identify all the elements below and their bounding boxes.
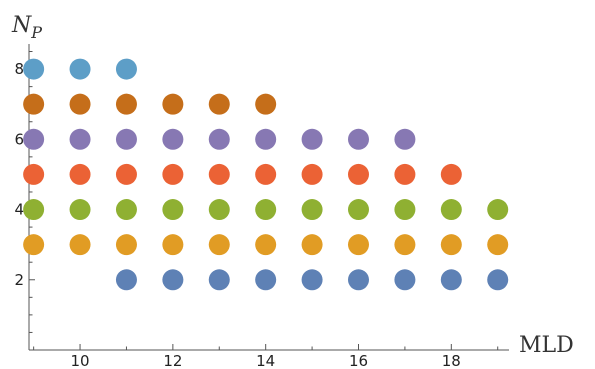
data-point <box>394 163 416 185</box>
data-point <box>162 163 184 185</box>
data-point <box>23 234 45 256</box>
data-point <box>69 163 91 185</box>
data-point <box>255 128 277 150</box>
y-ticks: 2 4 6 8 <box>14 51 35 333</box>
data-point <box>208 163 230 185</box>
x-tick-label: 14 <box>256 352 275 369</box>
y-axis-title-sub: P <box>30 23 42 42</box>
data-point <box>440 163 462 185</box>
data-point <box>208 234 230 256</box>
data-point <box>162 234 184 256</box>
data-point <box>115 269 137 291</box>
data-point <box>347 234 369 256</box>
data-point <box>69 128 91 150</box>
data-point <box>394 234 416 256</box>
data-point <box>162 93 184 115</box>
data-point <box>208 128 230 150</box>
data-point <box>347 163 369 185</box>
data-point <box>394 269 416 291</box>
y-axis-title: NP <box>11 13 42 42</box>
data-point <box>255 269 277 291</box>
data-point <box>115 234 137 256</box>
y-axis-title-main: N <box>11 13 32 38</box>
x-tick-label: 10 <box>71 352 90 369</box>
data-point <box>208 269 230 291</box>
data-point <box>255 234 277 256</box>
data-points <box>23 58 509 291</box>
y-tick-label: 2 <box>14 271 24 289</box>
data-point <box>394 128 416 150</box>
data-point <box>208 93 230 115</box>
data-point <box>301 269 323 291</box>
data-point <box>487 269 509 291</box>
x-ticks: 10 12 14 16 18 <box>33 344 499 369</box>
data-point <box>347 269 369 291</box>
data-point <box>301 163 323 185</box>
data-point <box>115 163 137 185</box>
data-point <box>347 128 369 150</box>
data-point <box>440 234 462 256</box>
data-point <box>115 128 137 150</box>
data-point <box>23 93 45 115</box>
x-tick-label: 16 <box>349 352 368 369</box>
data-point <box>208 199 230 221</box>
y-tick-label: 8 <box>14 60 24 78</box>
data-point <box>301 234 323 256</box>
data-point <box>347 199 369 221</box>
y-tick-label: 6 <box>14 130 24 148</box>
data-point <box>487 234 509 256</box>
data-point <box>23 199 45 221</box>
data-point <box>162 199 184 221</box>
data-point <box>487 199 509 221</box>
data-point <box>23 128 45 150</box>
data-point <box>394 199 416 221</box>
data-point <box>162 128 184 150</box>
data-point <box>69 58 91 80</box>
data-point <box>440 269 462 291</box>
data-point <box>115 58 137 80</box>
data-point <box>115 93 137 115</box>
data-point <box>440 199 462 221</box>
data-point <box>115 199 137 221</box>
data-point <box>69 234 91 256</box>
data-point <box>255 199 277 221</box>
axes: 10 12 14 16 18 2 4 6 8 <box>14 44 509 369</box>
data-point <box>301 128 323 150</box>
data-point <box>23 58 45 80</box>
data-point <box>23 163 45 185</box>
data-point <box>69 199 91 221</box>
data-point <box>162 269 184 291</box>
x-tick-label: 12 <box>163 352 182 369</box>
data-point <box>301 199 323 221</box>
x-tick-label: 18 <box>442 352 461 369</box>
data-point <box>255 93 277 115</box>
x-axis-title: MLD <box>519 333 574 358</box>
y-tick-label: 4 <box>14 201 24 219</box>
data-point <box>255 163 277 185</box>
data-point <box>69 93 91 115</box>
